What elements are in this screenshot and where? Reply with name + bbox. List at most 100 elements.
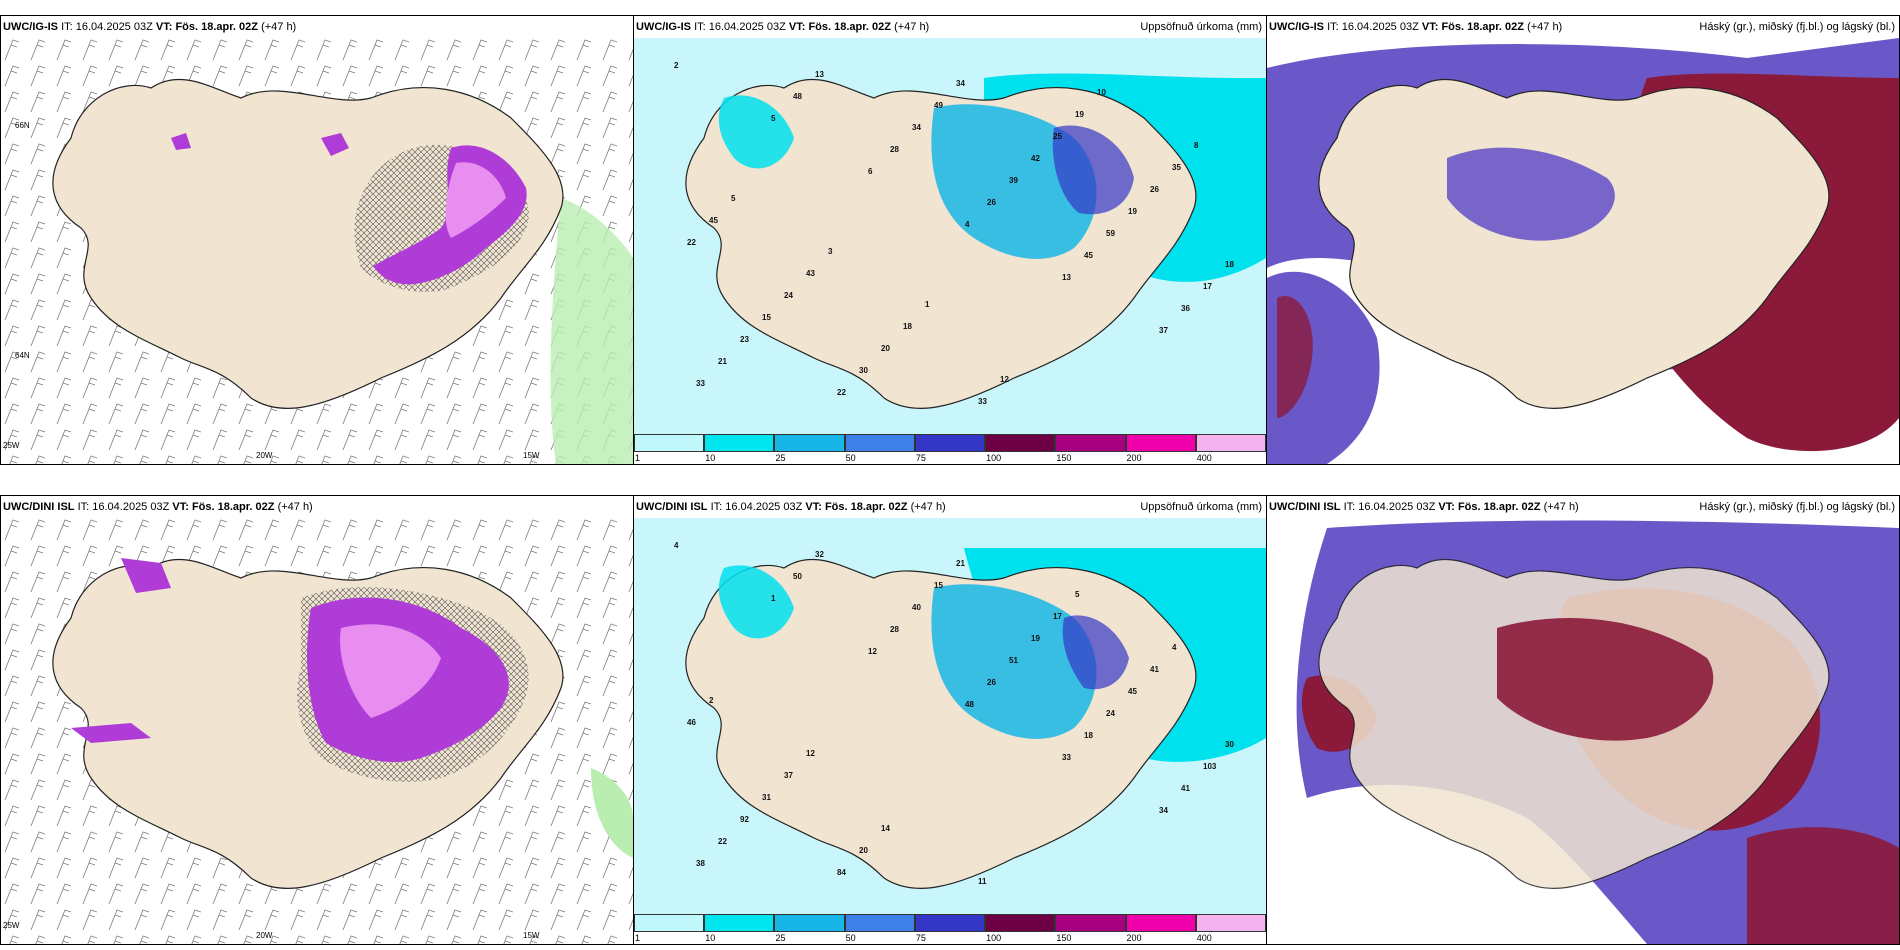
colorbar-tick-label: 75: [915, 933, 926, 943]
precip-value-label: 35: [1172, 163, 1181, 172]
precip-value-label: 15: [762, 313, 771, 322]
precip-value-label: 103: [1203, 762, 1217, 771]
precip-value-label: 2: [674, 61, 679, 70]
panel-cloud-bottom: UWC/DINI ISL IT: 16.04.2025 03Z VT: Fös.…: [1266, 495, 1900, 945]
colorbar-tick-label: 400: [1196, 453, 1212, 463]
precip-value-label: 22: [718, 837, 727, 846]
precip-value-label: 21: [956, 559, 965, 568]
map-title: Háský (gr.), miðský (fj.bl.) og lágský (…: [1699, 501, 1895, 513]
lon-label-15: 15W: [523, 931, 540, 940]
precip-value-label: 33: [978, 397, 987, 406]
colorbar-segment: [1055, 434, 1126, 452]
colorbar-tick-label: 10: [705, 453, 716, 463]
colorbar: 1 10 25 50 75 100 150 200 400: [634, 434, 1266, 464]
precip-value-label: 37: [1159, 326, 1168, 335]
precip-value-label: 43: [806, 269, 815, 278]
precip-value-label: 33: [696, 379, 705, 388]
precip-value-label: 19: [1031, 634, 1040, 643]
colorbar-tick-label: 75: [915, 453, 926, 463]
precip-value-label: 33: [1062, 753, 1071, 762]
precip-value-label: 18: [1225, 260, 1234, 269]
precip-value-label: 21: [718, 357, 727, 366]
precip-value-label: 17: [1203, 282, 1212, 291]
precip-value-label: 92: [740, 815, 749, 824]
precip-value-label: 34: [1159, 806, 1168, 815]
colorbar-segment: [1125, 434, 1196, 452]
panel-header: UWC/DINI ISL IT: 16.04.2025 03Z VT: Fös.…: [1267, 496, 1899, 518]
precip-value-label: 49: [934, 101, 943, 110]
colorbar-tick-label: 25: [775, 933, 786, 943]
precip-value-label: 12: [1000, 375, 1009, 384]
precip-value-label: 4: [965, 220, 970, 229]
panel-snow-bottom: UWC/DINI ISL IT: 16.04.2025 03Z VT: Fös.…: [0, 495, 634, 945]
lon-label-20: 20W: [256, 931, 273, 940]
precip-value-label: 18: [903, 322, 912, 331]
colorbar-tick-label: 1: [635, 453, 641, 463]
lon-label-25: 25W: [3, 441, 20, 450]
colorbar-tick-label: 200: [1126, 933, 1142, 943]
precip-value-label: 45: [1128, 687, 1137, 696]
colorbar-segment: [704, 434, 775, 452]
precip-value-label: 37: [784, 771, 793, 780]
precip-value-label: 18: [1084, 731, 1093, 740]
precip-value-label: 20: [859, 846, 868, 855]
colorbar-segment: [985, 434, 1056, 452]
precip-value-label: 48: [793, 92, 802, 101]
colorbar-tick-label: 200: [1126, 453, 1142, 463]
panel-header: UWC/IG-IS IT: 16.04.2025 03Z VT: Fös. 18…: [1267, 16, 1899, 38]
precip-value-label: 42: [1031, 154, 1040, 163]
colorbar-segment: [1195, 434, 1266, 452]
precip-value-label: 5: [1075, 590, 1080, 599]
lat-label-66: 66N: [15, 121, 30, 130]
panel-precip-top: UWC/IG-IS IT: 16.04.2025 03Z VT: Fös. 18…: [633, 15, 1267, 465]
precip-value-label: 31: [762, 793, 771, 802]
colorbar-segment: [1195, 914, 1266, 932]
colorbar-segment: [704, 914, 775, 932]
precip-map-bottom: 4112483334385028261841223240512410392841…: [634, 518, 1266, 914]
precip-value-label: 41: [1150, 665, 1159, 674]
precip-value-label: 50: [793, 572, 802, 581]
lon-label-25: 25W: [3, 921, 20, 930]
colorbar-segment: [844, 434, 915, 452]
precip-value-label: 15: [934, 581, 943, 590]
precip-map-top: 2564133733482826453621133439591723224942…: [634, 38, 1266, 434]
panel-header: UWC/DINI ISL IT: 16.04.2025 03Z VT: Fös.…: [634, 496, 1266, 518]
cloud-map-bottom: [1267, 518, 1899, 944]
lat-label-64: 64N: [15, 351, 30, 360]
precip-value-label: 28: [890, 145, 899, 154]
precip-value-label: 24: [784, 291, 793, 300]
precip-value-label: 24: [1106, 709, 1115, 718]
precip-value-label: 23: [740, 335, 749, 344]
precip-value-label: 22: [687, 238, 696, 247]
precip-value-label: 26: [987, 678, 996, 687]
colorbar-tick-label: 100: [986, 933, 1002, 943]
colorbar-tick-label: 150: [1056, 453, 1072, 463]
panel-cloud-top: UWC/IG-IS IT: 16.04.2025 03Z VT: Fös. 18…: [1266, 15, 1900, 465]
precip-value-label: 38: [696, 859, 705, 868]
precip-value-label: 19: [1075, 110, 1084, 119]
panel-header: UWC/DINI ISL IT: 16.04.2025 03Z VT: Fös.…: [1, 496, 633, 518]
precip-value-label: 12: [868, 647, 877, 656]
colorbar-segment: [1055, 914, 1126, 932]
colorbar-segment: [634, 434, 705, 452]
map-title: Háský (gr.), miðský (fj.bl.) og lágský (…: [1699, 21, 1895, 33]
panel-header: UWC/IG-IS IT: 16.04.2025 03Z VT: Fös. 18…: [1, 16, 633, 38]
precip-value-label: 4: [1172, 643, 1177, 652]
map-title: Uppsöfnuð úrkoma (mm): [1140, 501, 1262, 513]
precip-value-label: 17: [1053, 612, 1062, 621]
colorbar-segment: [774, 434, 845, 452]
colorbar-tick-label: 150: [1056, 933, 1072, 943]
precip-value-label: 26: [987, 198, 996, 207]
precip-value-label: 5: [771, 114, 776, 123]
precip-value-label: 10: [1097, 88, 1106, 97]
precip-value-label: 19: [1128, 207, 1137, 216]
precip-value-label: 13: [815, 70, 824, 79]
colorbar-segment: [634, 914, 705, 932]
colorbar-tick-label: 100: [986, 453, 1002, 463]
precip-value-label: 6: [868, 167, 873, 176]
lon-label-20: 20W: [256, 451, 273, 460]
colorbar-segment: [1125, 914, 1196, 932]
precip-value-label: 28: [890, 625, 899, 634]
precip-value-label: 40: [912, 603, 921, 612]
precip-value-label: 14: [881, 824, 890, 833]
